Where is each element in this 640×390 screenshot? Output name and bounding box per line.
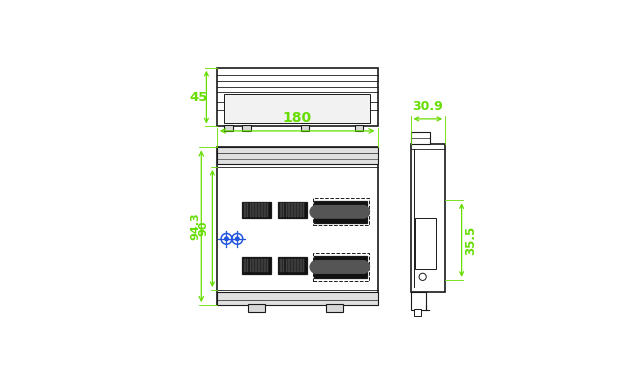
Bar: [280, 259, 282, 272]
Circle shape: [326, 261, 339, 273]
Bar: [252, 203, 254, 217]
Bar: [248, 304, 265, 312]
Circle shape: [341, 206, 354, 218]
Bar: [289, 259, 290, 272]
Bar: [285, 203, 287, 217]
Circle shape: [345, 206, 358, 218]
Bar: [294, 203, 296, 217]
Bar: [300, 259, 301, 272]
Bar: [291, 203, 293, 217]
Bar: [313, 198, 369, 225]
Circle shape: [337, 206, 350, 218]
Circle shape: [225, 237, 228, 241]
Bar: [411, 132, 429, 144]
Bar: [250, 203, 252, 217]
Bar: [267, 203, 268, 217]
Bar: [261, 259, 262, 272]
Bar: [258, 259, 260, 272]
Bar: [303, 259, 305, 272]
Bar: [283, 259, 284, 272]
Bar: [314, 256, 367, 278]
Bar: [411, 292, 426, 310]
Circle shape: [357, 206, 369, 218]
Circle shape: [357, 261, 369, 273]
Bar: [278, 202, 307, 218]
Bar: [243, 126, 251, 131]
Bar: [244, 203, 246, 217]
Bar: [414, 309, 421, 316]
Circle shape: [349, 206, 362, 218]
Bar: [243, 202, 271, 218]
Bar: [255, 259, 257, 272]
Bar: [301, 126, 309, 131]
Bar: [355, 126, 364, 131]
Circle shape: [330, 206, 342, 218]
Bar: [415, 218, 436, 269]
Circle shape: [345, 261, 358, 273]
Circle shape: [314, 206, 326, 218]
Text: 45: 45: [189, 90, 208, 104]
Bar: [217, 68, 378, 126]
Bar: [217, 147, 378, 305]
Circle shape: [318, 261, 330, 273]
Text: 30.9: 30.9: [412, 101, 444, 113]
Bar: [289, 203, 290, 217]
Bar: [246, 203, 248, 217]
Bar: [267, 259, 268, 272]
Bar: [264, 203, 266, 217]
Bar: [294, 259, 296, 272]
Bar: [252, 259, 254, 272]
Bar: [297, 259, 299, 272]
Bar: [225, 126, 233, 131]
Circle shape: [310, 261, 323, 273]
Bar: [255, 203, 257, 217]
Circle shape: [322, 206, 335, 218]
Bar: [411, 144, 445, 292]
Circle shape: [322, 261, 335, 273]
Bar: [250, 259, 252, 272]
Bar: [285, 259, 287, 272]
Bar: [300, 203, 301, 217]
Bar: [283, 203, 284, 217]
Circle shape: [318, 206, 330, 218]
Circle shape: [333, 261, 346, 273]
Bar: [313, 254, 369, 281]
Circle shape: [314, 261, 326, 273]
Circle shape: [349, 261, 362, 273]
Bar: [291, 259, 293, 272]
Circle shape: [326, 206, 339, 218]
Bar: [258, 203, 260, 217]
Circle shape: [419, 273, 426, 280]
Circle shape: [341, 261, 354, 273]
Bar: [297, 203, 299, 217]
Bar: [326, 304, 343, 312]
Circle shape: [236, 237, 239, 241]
Text: 94.3: 94.3: [191, 213, 201, 240]
Circle shape: [333, 206, 346, 218]
Bar: [303, 203, 305, 217]
Circle shape: [353, 261, 365, 273]
Bar: [225, 94, 370, 123]
Bar: [314, 200, 367, 223]
Text: 90: 90: [198, 221, 209, 236]
Bar: [261, 203, 262, 217]
Circle shape: [337, 261, 350, 273]
Bar: [280, 203, 282, 217]
Bar: [243, 257, 271, 273]
Bar: [217, 292, 378, 305]
Bar: [217, 147, 378, 164]
Bar: [264, 259, 266, 272]
Bar: [244, 259, 246, 272]
Circle shape: [330, 261, 342, 273]
Circle shape: [310, 206, 323, 218]
Bar: [246, 259, 248, 272]
Text: 35.5: 35.5: [465, 225, 477, 255]
Text: 180: 180: [283, 111, 312, 125]
Circle shape: [353, 206, 365, 218]
Bar: [278, 257, 307, 273]
